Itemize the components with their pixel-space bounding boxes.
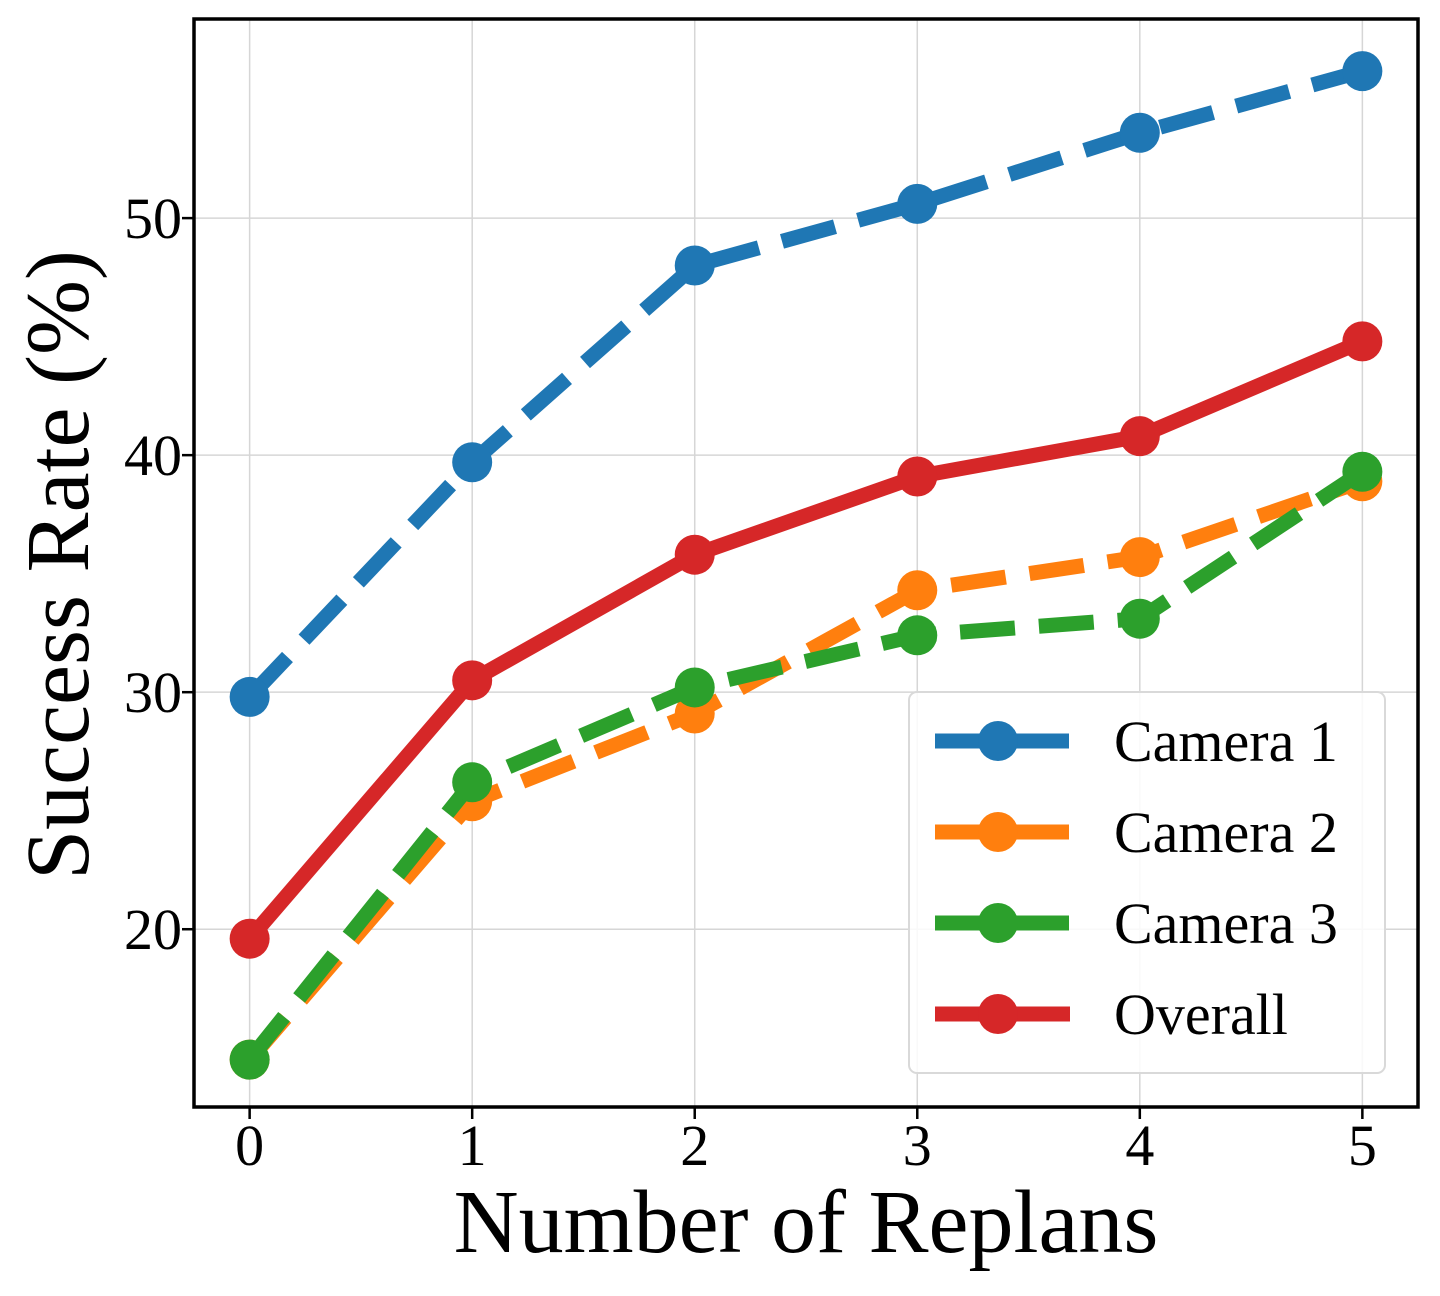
data-point-camera-3: [452, 762, 493, 803]
legend-label-camera-2: Camera 2: [1114, 800, 1338, 865]
y-axis-label: Success Rate (%): [9, 250, 108, 880]
data-point-camera-3: [229, 1039, 270, 1080]
series-line-camera-2: [243, 474, 1365, 1065]
data-point-camera-1: [674, 245, 715, 286]
x-tick-label: 4: [1125, 1113, 1154, 1178]
x-tick-label: 1: [458, 1113, 487, 1178]
series-line-camera-1: [244, 63, 1365, 703]
series-camera-3: [229, 451, 1383, 1080]
series-camera-1: [229, 51, 1383, 717]
legend-item-camera-3: Camera 3: [935, 891, 1338, 956]
legend-label-camera-3: Camera 3: [1114, 891, 1338, 956]
data-point-camera-3: [674, 667, 715, 708]
y-tick-label: 20: [124, 897, 182, 962]
data-point-overall: [897, 456, 938, 497]
y-tick-label: 50: [124, 186, 182, 251]
data-point-camera-1: [452, 442, 493, 483]
legend-item-camera-1: Camera 1: [935, 709, 1338, 774]
series-line-camera-3: [243, 465, 1367, 1065]
x-tick-label: 5: [1348, 1113, 1377, 1178]
plot-frame: [192, 17, 1420, 1109]
x-tick-label: 3: [903, 1113, 932, 1178]
legend-marker-overall: [978, 994, 1018, 1034]
data-point-camera-3: [1119, 598, 1160, 639]
data-point-camera-3: [897, 615, 938, 656]
data-point-camera-1: [1119, 112, 1160, 153]
legend-marker-camera-2: [978, 812, 1018, 852]
data-point-overall: [1119, 416, 1160, 457]
y-axis-ticks: 20 30 40 50: [124, 186, 194, 962]
series-layer: [229, 51, 1383, 1080]
legend-marker-camera-3: [978, 903, 1018, 943]
data-point-camera-2: [897, 570, 938, 611]
series-line-overall: [243, 334, 1366, 944]
data-point-camera-1: [1342, 51, 1383, 92]
x-axis-label: Number of Replans: [454, 1173, 1159, 1272]
legend-item-overall: Overall: [935, 982, 1288, 1047]
data-point-camera-1: [229, 676, 270, 717]
data-point-camera-2: [1119, 537, 1160, 578]
x-tick-label: 0: [235, 1113, 264, 1178]
legend-items: Camera 1 Camera 2 Camera 3 Overall: [935, 709, 1338, 1047]
x-tick-label: 2: [680, 1113, 709, 1178]
legend: Camera 1 Camera 2 Camera 3 Overall: [908, 691, 1386, 1074]
legend-label-overall: Overall: [1114, 982, 1288, 1047]
data-point-overall: [674, 534, 715, 575]
series-overall: [229, 321, 1383, 959]
data-point-overall: [229, 918, 270, 959]
data-point-overall: [1342, 321, 1383, 362]
legend-item-camera-2: Camera 2: [935, 800, 1338, 865]
legend-label-camera-1: Camera 1: [1114, 709, 1338, 774]
data-point-overall: [452, 660, 493, 701]
legend-marker-camera-1: [978, 721, 1018, 761]
y-tick-label: 40: [124, 423, 182, 488]
legend-box: [908, 691, 1386, 1074]
y-tick-label: 30: [124, 660, 182, 725]
data-point-camera-3: [1342, 451, 1383, 492]
x-axis-ticks: 0 1 2 3 4 5: [235, 1107, 1377, 1178]
data-point-camera-1: [897, 183, 938, 224]
